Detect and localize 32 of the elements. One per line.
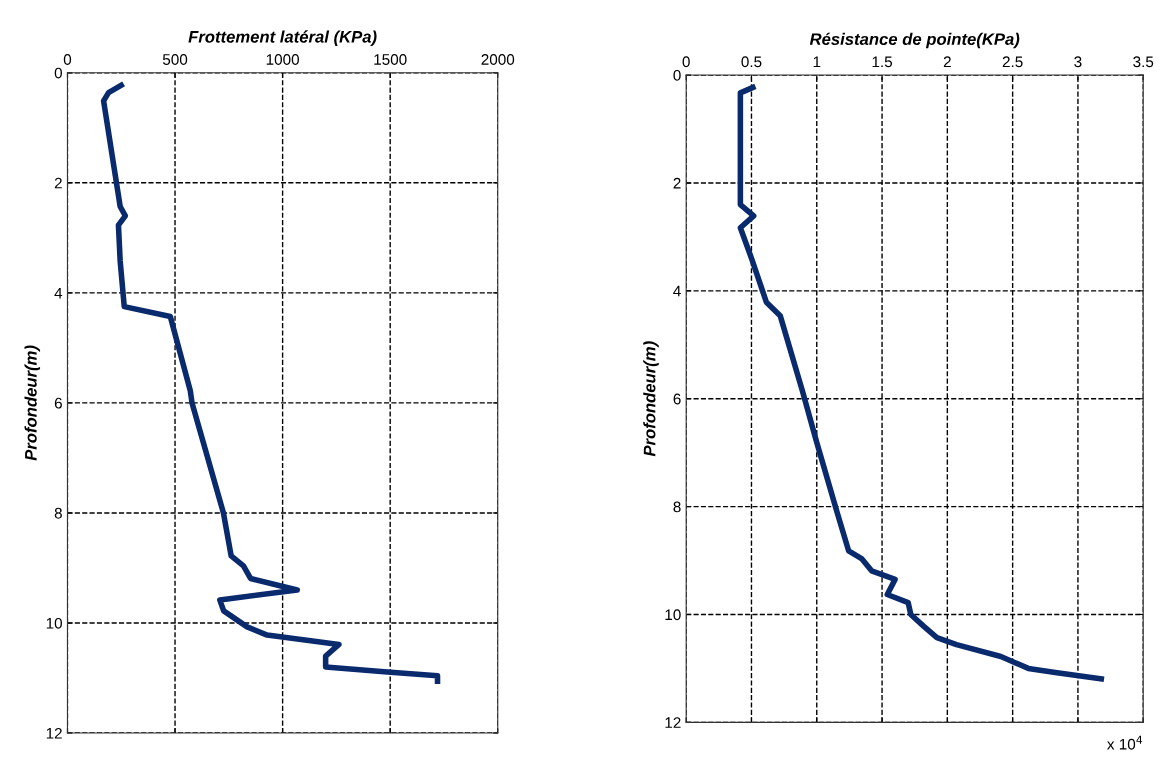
y-tick-label: 0 — [673, 69, 681, 81]
y-tick-label: 10 — [46, 617, 62, 629]
y-tick-label: 4 — [54, 287, 63, 299]
y-tick-label: 12 — [665, 717, 681, 728]
x-tick-label: 500 — [162, 54, 188, 65]
x-tick-label: 2.5 — [1002, 56, 1023, 68]
x-tick-label: 3.5 — [1133, 56, 1154, 68]
text: x 10$^{4}$ — [1107, 735, 1143, 750]
y-axis-title: Profondeur(m) — [24, 345, 41, 461]
x-axis-title: Frottement latéral (KPa) — [188, 30, 377, 47]
x-tick-label: 1500 — [374, 54, 407, 65]
y-tick-label: 4 — [673, 285, 681, 297]
y-tick-label: 10 — [665, 609, 681, 621]
x-tick-label: 2000 — [481, 54, 515, 65]
y-tick-label: 6 — [673, 393, 681, 405]
y-tick-label: 8 — [54, 507, 62, 519]
x-tick-label: 1.5 — [872, 56, 893, 68]
x-tick-label: 3 — [1074, 56, 1082, 68]
x-axis-title: Résistance de pointe(KPa) — [809, 32, 1020, 49]
x-tick-label: 0 — [682, 56, 690, 68]
y-tick-label: 6 — [54, 397, 62, 409]
x-tick-label: 2 — [943, 56, 951, 68]
y-tick-label: 12 — [46, 727, 62, 739]
y-tick-label: 0 — [54, 67, 62, 79]
y-tick-label: 2 — [673, 177, 681, 189]
x-tick-label: 0 — [63, 54, 72, 65]
x-tick-label: 1000 — [266, 54, 300, 65]
y-axis-title: Profondeur(m) — [643, 341, 659, 457]
y-tick-label: 8 — [673, 501, 681, 513]
x-tick-label: 0.5 — [741, 56, 762, 68]
y-tick-label: 2 — [54, 177, 62, 189]
x-tick-label: 1 — [813, 56, 821, 68]
